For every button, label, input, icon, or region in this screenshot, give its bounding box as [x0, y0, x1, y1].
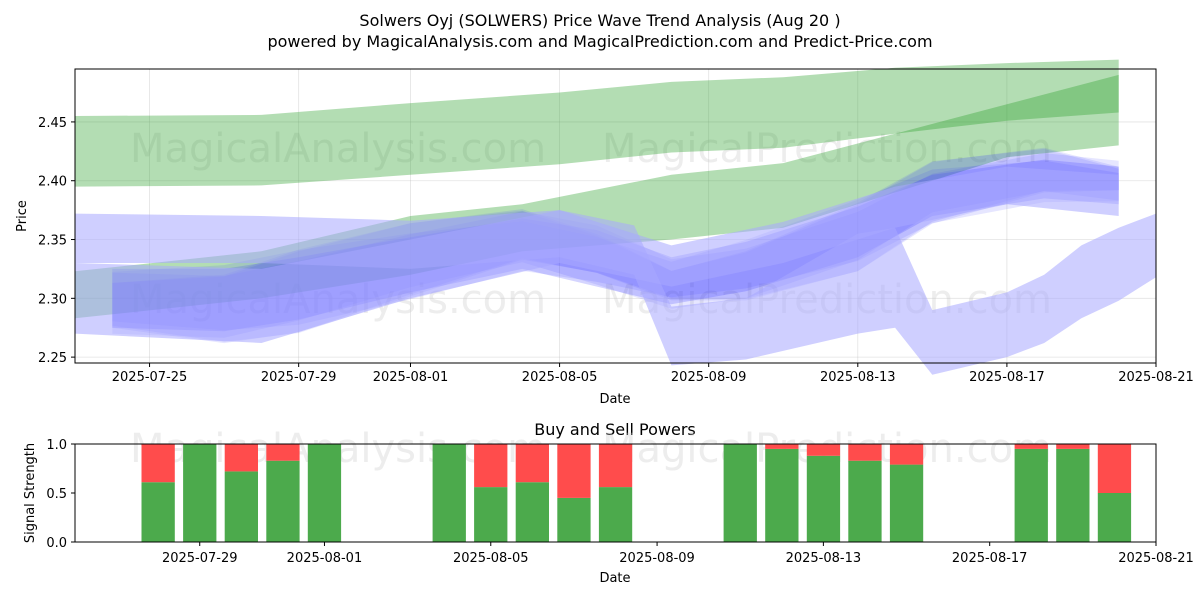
- sell-power-bar: [765, 444, 799, 449]
- buy-power-bar: [1014, 448, 1048, 542]
- buy-power-bar: [1097, 493, 1132, 542]
- buy-power-bar: [806, 455, 841, 542]
- sell-power-bar: [1056, 444, 1090, 449]
- watermark-text: MagicalPrediction.com: [602, 126, 1052, 172]
- x-tick-label: 2025-08-05: [453, 551, 529, 566]
- y-tick-label: 0.5: [46, 487, 67, 502]
- signal-x-label: Date: [599, 571, 630, 586]
- buy-power-bar: [557, 497, 591, 542]
- price-y-ticks: 2.25 2.30 2.35 2.40 2.45: [38, 116, 75, 366]
- signal-panel: Buy and Sell Powers MagicalAnalysis.com …: [23, 420, 1194, 586]
- signal-y-label: Signal Strength: [23, 443, 38, 543]
- buy-power-bar: [765, 448, 799, 542]
- sell-power-bar: [806, 444, 841, 456]
- chart-title: Solwers Oyj (SOLWERS) Price Wave Trend A…: [359, 11, 840, 30]
- x-tick-label: 2025-07-29: [261, 370, 337, 385]
- price-wave-bands: [75, 59, 1156, 375]
- x-tick-label: 2025-08-05: [522, 370, 598, 385]
- sell-power-bar: [889, 444, 924, 465]
- price-y-label: Price: [15, 200, 30, 232]
- buy-power-bar: [141, 482, 175, 542]
- y-tick-label: 2.35: [38, 234, 67, 249]
- x-tick-label: 2025-08-01: [373, 370, 449, 385]
- x-tick-label: 2025-08-17: [969, 370, 1045, 385]
- signal-y-ticks: 0.0 0.5 1.0: [46, 438, 75, 551]
- x-tick-label: 2025-08-09: [671, 370, 747, 385]
- x-tick-label: 2025-07-29: [162, 551, 238, 566]
- x-tick-label: 2025-08-21: [1118, 551, 1194, 566]
- x-tick-label: 2025-08-09: [619, 551, 695, 566]
- buy-power-bar: [307, 444, 342, 542]
- buy-power-bar: [723, 444, 757, 542]
- sell-power-bar: [266, 444, 300, 461]
- x-tick-label: 2025-08-13: [786, 551, 862, 566]
- price-panel: MagicalAnalysis.com MagicalPrediction.co…: [15, 59, 1194, 407]
- price-x-label: Date: [599, 392, 630, 407]
- chart-subtitle: powered by MagicalAnalysis.com and Magic…: [267, 32, 932, 51]
- buy-power-bar: [474, 487, 508, 542]
- sell-power-bar: [598, 444, 633, 488]
- x-tick-label: 2025-08-13: [820, 370, 896, 385]
- sell-power-bar: [557, 444, 591, 498]
- watermark-text: MagicalAnalysis.com: [130, 126, 546, 172]
- buy-power-bar: [515, 482, 549, 542]
- sell-power-bar: [224, 444, 258, 472]
- buy-power-bar: [432, 444, 466, 542]
- y-tick-label: 1.0: [46, 438, 67, 453]
- sell-power-bar: [1097, 444, 1132, 493]
- buy-power-bar: [889, 464, 924, 542]
- y-tick-label: 2.40: [38, 175, 67, 190]
- signal-title: Buy and Sell Powers: [534, 420, 696, 439]
- buy-power-bar: [598, 487, 633, 542]
- y-tick-label: 2.25: [38, 351, 67, 366]
- sell-power-bar: [848, 444, 882, 461]
- buy-power-bar: [266, 460, 300, 542]
- buy-power-bar: [183, 444, 217, 542]
- signal-bars: [141, 444, 1132, 542]
- price-x-ticks: 2025-07-25 2025-07-29 2025-08-01 2025-08-05…: [112, 363, 1194, 385]
- y-tick-label: 0.0: [46, 536, 67, 551]
- price-plot-frame: [74, 68, 1157, 364]
- sell-power-bar: [141, 444, 175, 483]
- sell-power-bar: [1014, 444, 1048, 449]
- buy-power-bar: [1056, 448, 1090, 542]
- sell-power-bar: [474, 444, 508, 488]
- signal-x-ticks: 2025-07-29 2025-08-01 2025-08-05 2025-08-09…: [162, 542, 1194, 566]
- x-tick-label: 2025-08-17: [952, 551, 1028, 566]
- y-tick-label: 2.30: [38, 292, 67, 307]
- wave-band-green: [75, 59, 1119, 187]
- wave-band-light_blue: [75, 210, 1156, 375]
- x-tick-label: 2025-08-01: [287, 551, 363, 566]
- y-tick-label: 2.45: [38, 116, 67, 131]
- buy-power-bar: [848, 460, 882, 542]
- x-tick-label: 2025-08-21: [1118, 370, 1194, 385]
- sell-power-bar: [515, 444, 549, 483]
- buy-power-bar: [224, 471, 258, 542]
- x-tick-label: 2025-07-25: [112, 370, 188, 385]
